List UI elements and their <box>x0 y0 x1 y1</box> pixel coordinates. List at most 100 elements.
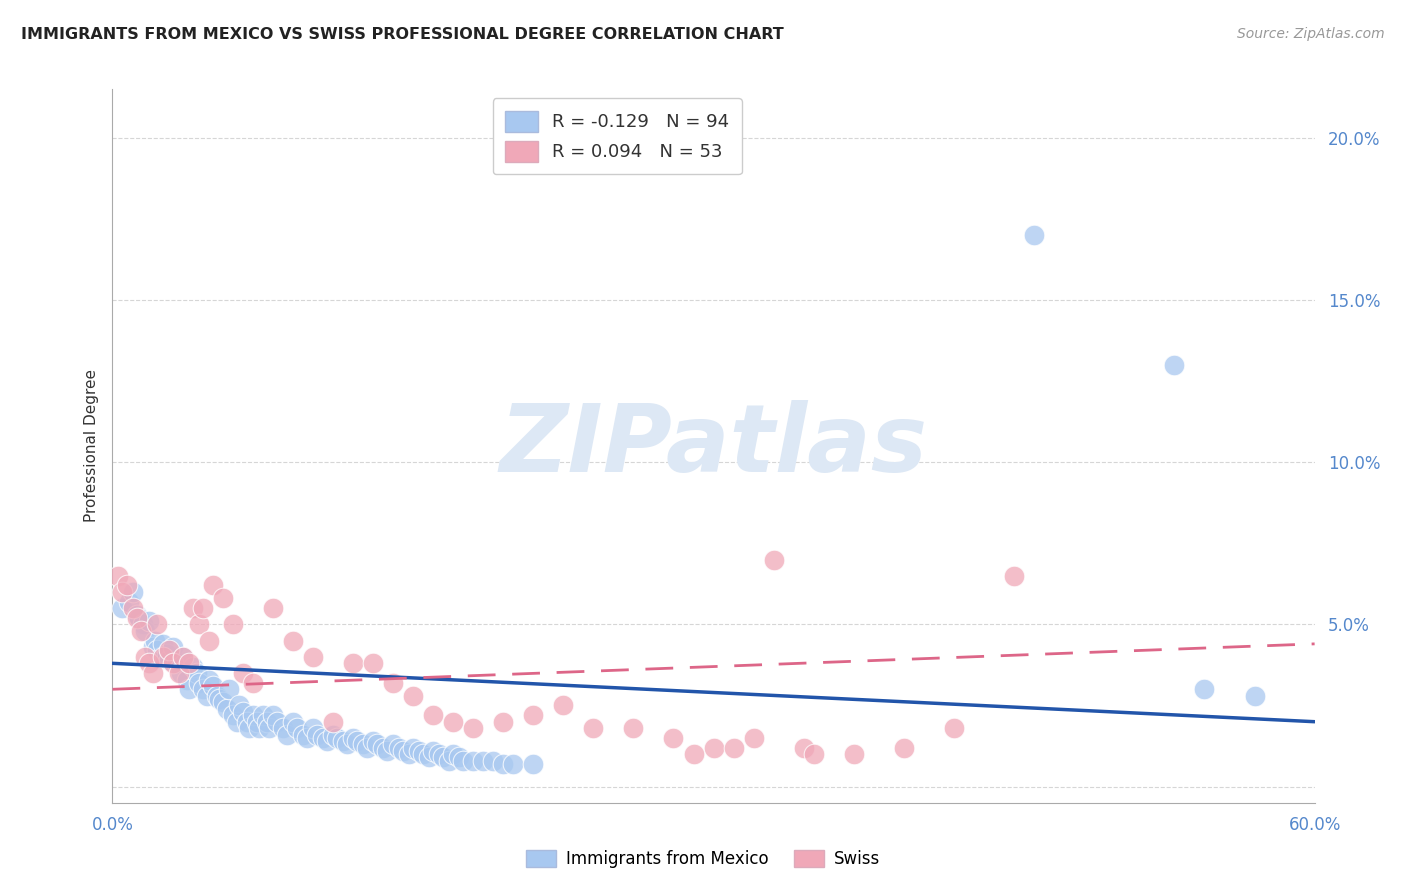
Point <box>682 747 704 761</box>
Point <box>167 666 190 681</box>
Point <box>125 611 148 625</box>
Point <box>492 714 515 729</box>
Point <box>149 649 172 664</box>
Point <box>157 653 180 667</box>
Point <box>422 708 444 723</box>
Point <box>382 675 405 690</box>
Point <box>342 731 364 745</box>
Point <box>392 744 415 758</box>
Point <box>281 633 304 648</box>
Point <box>138 614 160 628</box>
Point <box>375 744 398 758</box>
Point <box>342 657 364 671</box>
Point <box>522 756 544 771</box>
Text: Source: ZipAtlas.com: Source: ZipAtlas.com <box>1237 27 1385 41</box>
Point <box>218 682 240 697</box>
Point <box>197 633 219 648</box>
Point <box>437 754 460 768</box>
Point <box>125 607 148 622</box>
Point <box>803 747 825 761</box>
Point <box>1163 358 1185 372</box>
Point <box>621 721 644 735</box>
Point <box>117 595 139 609</box>
Point <box>346 734 368 748</box>
Point <box>225 714 247 729</box>
Point <box>702 740 725 755</box>
Point <box>242 675 264 690</box>
Point <box>315 734 337 748</box>
Point <box>262 601 284 615</box>
Point <box>181 659 204 673</box>
Point <box>408 744 430 758</box>
Point <box>388 740 411 755</box>
Point <box>187 675 209 690</box>
Point <box>266 714 288 729</box>
Point <box>215 702 238 716</box>
Point <box>129 624 152 638</box>
Point <box>291 728 314 742</box>
Point <box>131 617 153 632</box>
Point <box>302 649 325 664</box>
Point <box>281 714 304 729</box>
Point <box>398 747 420 761</box>
Point <box>412 747 434 761</box>
Point <box>134 649 156 664</box>
Point <box>492 756 515 771</box>
Point <box>285 721 308 735</box>
Point <box>361 734 384 748</box>
Point <box>201 578 224 592</box>
Point <box>1002 568 1025 582</box>
Point <box>427 747 450 761</box>
Point <box>172 649 194 664</box>
Point <box>322 714 344 729</box>
Point <box>302 721 325 735</box>
Point <box>305 728 328 742</box>
Point <box>128 611 150 625</box>
Point <box>201 679 224 693</box>
Point <box>111 585 134 599</box>
Point <box>195 689 218 703</box>
Point <box>191 601 214 615</box>
Point <box>177 682 200 697</box>
Point <box>482 754 505 768</box>
Point <box>271 721 294 735</box>
Point <box>211 695 233 709</box>
Point <box>238 721 260 735</box>
Point <box>187 617 209 632</box>
Point <box>472 754 495 768</box>
Point <box>157 643 180 657</box>
Point <box>582 721 605 735</box>
Point <box>332 734 354 748</box>
Point <box>893 740 915 755</box>
Point <box>222 708 245 723</box>
Point <box>162 640 184 654</box>
Legend: R = -0.129   N = 94, R = 0.094   N = 53: R = -0.129 N = 94, R = 0.094 N = 53 <box>492 98 742 174</box>
Point <box>152 637 174 651</box>
Point <box>793 740 815 755</box>
Point <box>295 731 318 745</box>
Point <box>252 708 274 723</box>
Point <box>502 756 524 771</box>
Point <box>1194 682 1216 697</box>
Point <box>723 740 745 755</box>
Y-axis label: Professional Degree: Professional Degree <box>83 369 98 523</box>
Point <box>228 698 250 713</box>
Point <box>742 731 765 745</box>
Text: ZIPatlas: ZIPatlas <box>499 400 928 492</box>
Point <box>197 673 219 687</box>
Point <box>141 640 163 654</box>
Point <box>422 744 444 758</box>
Point <box>1243 689 1265 703</box>
Point <box>553 698 575 713</box>
Point <box>232 705 254 719</box>
Text: IMMIGRANTS FROM MEXICO VS SWISS PROFESSIONAL DEGREE CORRELATION CHART: IMMIGRANTS FROM MEXICO VS SWISS PROFESSI… <box>21 27 783 42</box>
Point <box>432 750 454 764</box>
Point <box>361 657 384 671</box>
Point <box>208 692 231 706</box>
Point <box>366 738 388 752</box>
Point <box>145 643 167 657</box>
Point <box>842 747 865 761</box>
Point <box>326 731 349 745</box>
Point <box>134 624 156 638</box>
Point <box>322 728 344 742</box>
